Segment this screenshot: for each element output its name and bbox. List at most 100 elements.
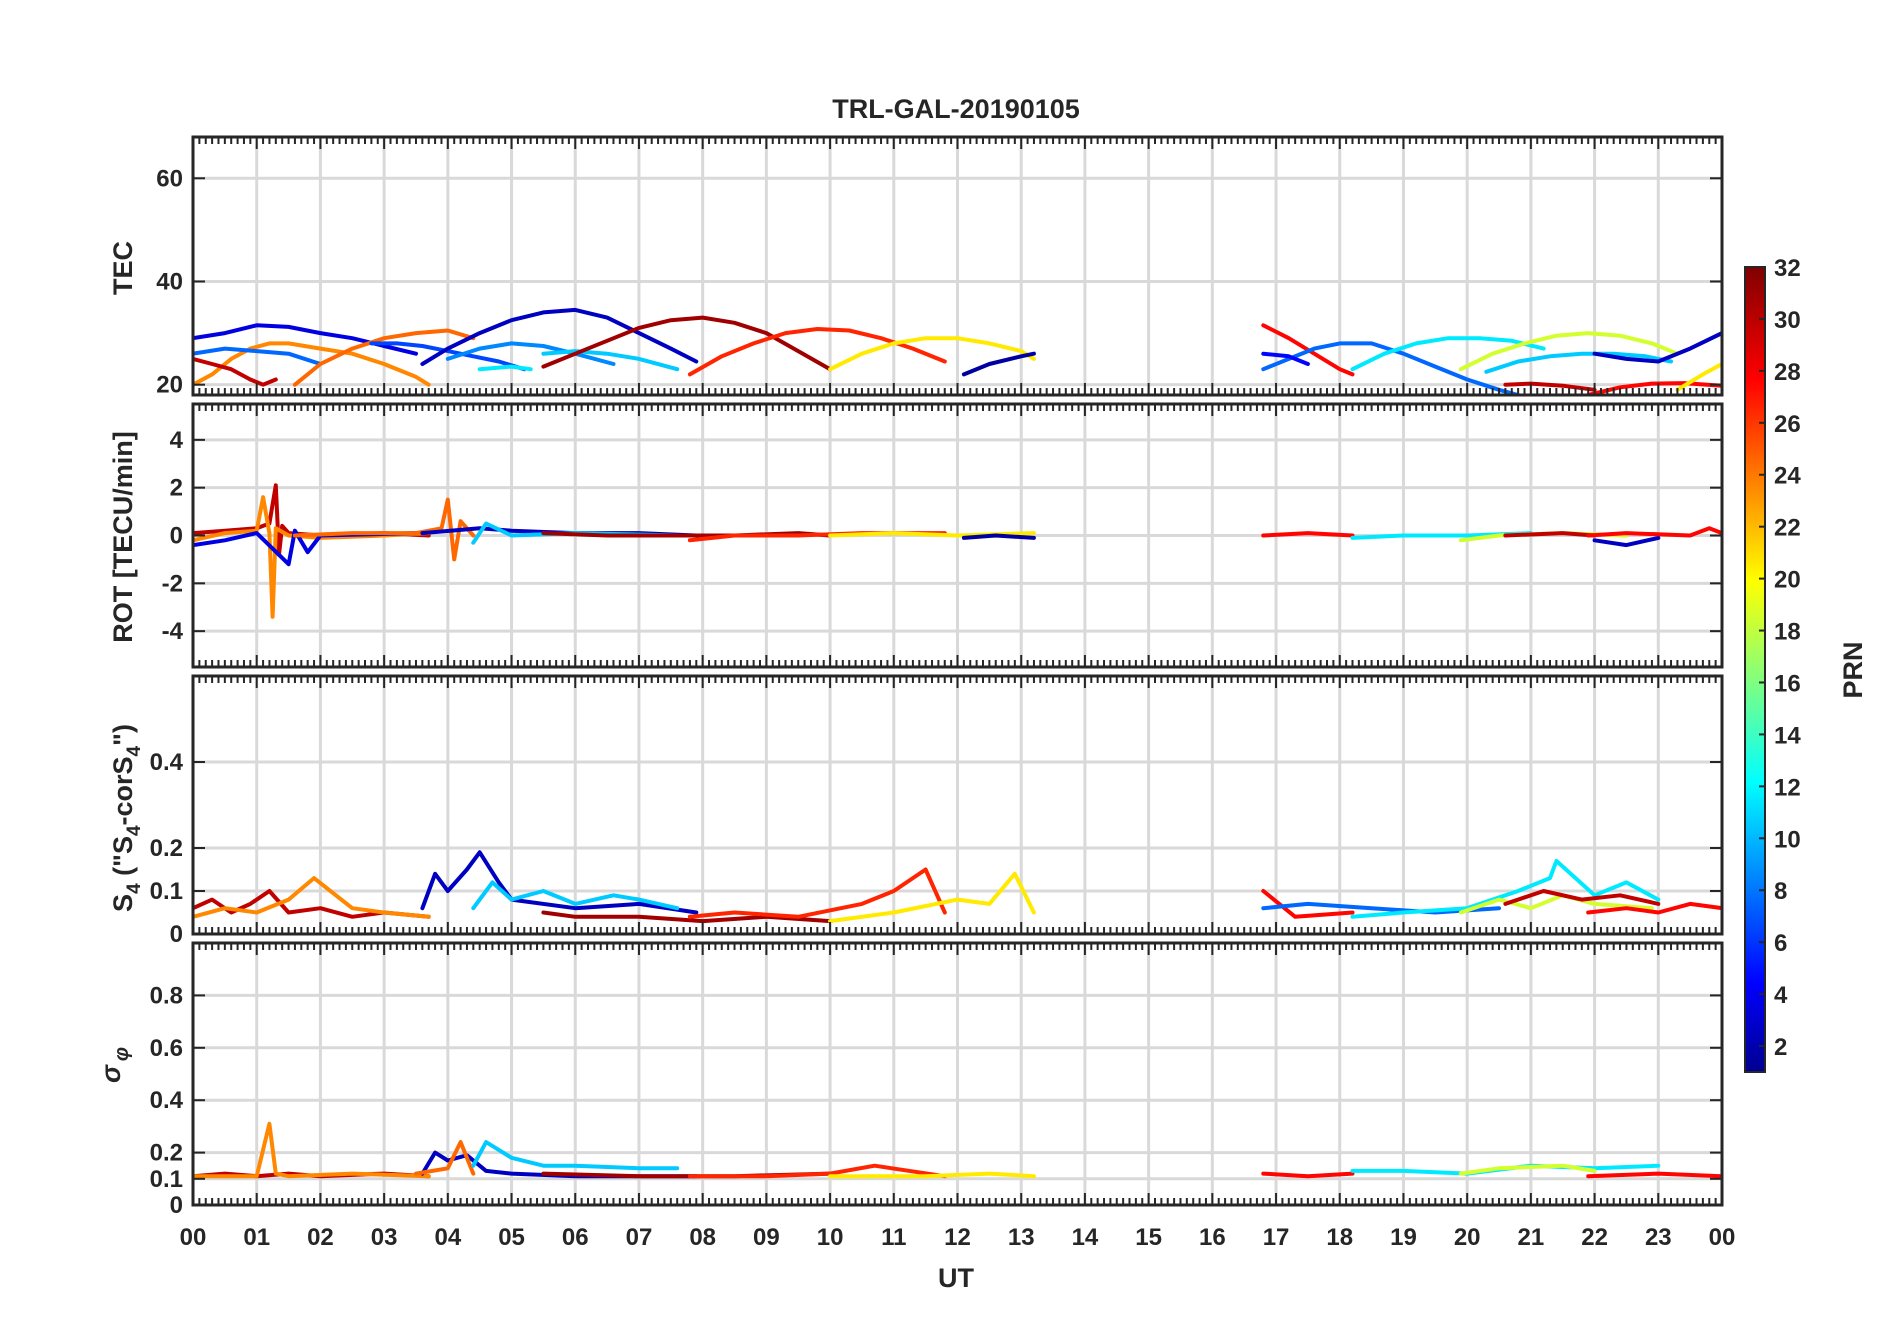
series-line-prn-4 [193,528,418,567]
y-tick-label: 0.2 [150,1140,183,1167]
colorbar-label: PRN [1838,641,1868,698]
y-tick-label: 20 [156,372,183,399]
x-tick-label: 19 [1390,1224,1417,1251]
y-tick-label: 0.2 [150,835,183,862]
x-tick-label: 05 [498,1224,525,1251]
x-tick-label: 18 [1326,1224,1353,1251]
series-line-prn-11 [471,1140,680,1171]
x-tick-label: 14 [1072,1224,1099,1251]
x-tick-label: 15 [1135,1224,1162,1251]
panels: 204060-4-202400.10.20.400.10.20.40.60.80… [150,135,1736,1251]
series-line-prn-24 [193,1121,431,1179]
series-line-prn-28 [1586,381,1722,395]
sigma-axis-label: σφ [96,1047,133,1083]
tec-axis-label: TEC [108,241,138,295]
x-tick-label: 03 [371,1224,398,1251]
series-line-prn-21 [828,1171,1036,1179]
rot-axis-label: ROT [TECU/min] [108,431,138,642]
series-group [193,1121,1722,1179]
series-line-prn-30 [1503,381,1597,392]
series-line-prn-8 [1261,901,1501,915]
series-line-prn-24 [193,876,431,919]
series-line-prn-3 [1592,331,1722,364]
colorbar-tick-label: 4 [1774,982,1788,1009]
series-line-prn-30 [1503,889,1661,906]
colorbar-tick-label: 14 [1774,722,1801,749]
x-tick-label: 00 [1709,1224,1736,1251]
series-line-prn-9 [445,341,616,366]
series-line-prn-12 [1350,858,1661,919]
x-tick-label: 16 [1199,1224,1226,1251]
panel-sigma_phi: 00.10.2 0.4 0.6 0.8 [150,941,1724,1219]
x-tick-label: 12 [944,1224,971,1251]
series-line-prn-21 [1675,362,1722,392]
x-tick-label: 10 [817,1224,844,1251]
x-tick-label: 22 [1581,1224,1608,1251]
series-line-prn-24 [193,495,431,619]
colorbar-tick-label: 20 [1774,567,1801,594]
x-tick-label: 09 [753,1224,780,1251]
x-tick-label: 20 [1454,1224,1481,1251]
colorbar-tick-label: 18 [1774,619,1801,646]
series-line-prn-2 [961,351,1036,377]
y-tick-label: 0.1 [150,878,183,905]
series-line-prn-19 [1458,1163,1597,1176]
series-group [193,850,1722,924]
s4-label-close: ") [108,724,138,746]
s4-label-sub2: 4 [124,825,145,836]
series-line-prn-12 [1350,336,1546,372]
series-line-prn-5 [1261,351,1310,366]
panel-rot: -4 -2 0 2 4 [162,402,1724,669]
y-tick-label: 4 [170,427,184,454]
series-line-prn-25 [414,1140,476,1176]
y-tick-label: -2 [162,570,183,597]
series-line-prn-27 [687,867,947,919]
x-tick-label: 07 [626,1224,653,1251]
s4-label-open: ("S [108,836,138,883]
series-line-prn-3 [420,850,699,915]
series-line-prn-28 [1586,1171,1722,1179]
x-tick-label: 08 [689,1224,716,1251]
series-line-prn-11 [1484,351,1673,374]
series-line-prn-28 [1586,526,1722,538]
y-tick-label: -4 [162,618,184,645]
x-tick-label: 11 [881,1224,906,1251]
series-line-prn-28 [1261,323,1355,377]
colorbar-tick-label: 2 [1774,1034,1787,1061]
series-line-prn-28 [1261,889,1355,919]
y-tick-label: 0.8 [150,982,183,1009]
y-tick-label: 2 [170,475,183,502]
y-tick-label: 0 [170,921,183,948]
x-tick-label: 01 [243,1224,270,1251]
series-line-prn-11 [471,880,680,911]
colorbar-tick-label: 10 [1774,826,1801,853]
y-tick-label: 0.1 [150,1166,183,1193]
series-line-prn-27 [687,1163,947,1179]
series-line-prn-12 [477,364,533,372]
colorbar-tick-label: 32 [1774,255,1801,282]
series-line-prn-28 [1261,531,1355,538]
colorbar-tick-label: 6 [1774,930,1787,957]
x-tick-label: 17 [1263,1224,1290,1251]
y-tick-label: 0 [170,1192,183,1219]
series-line-prn-19 [1458,331,1680,372]
series-line-prn-31 [541,910,833,924]
colorbar-tick-label: 12 [1774,774,1801,801]
series-line-prn-24 [193,341,431,387]
series-group [193,483,1722,619]
s4-axis-label: S4 ("S4-corS4") [108,724,145,912]
series-line-prn-27 [687,327,947,377]
series-line-prn-21 [828,336,1036,372]
series-group [193,307,1722,395]
y-tick-label: 0.6 [150,1035,183,1062]
series-line-prn-30 [193,356,278,387]
series-line-prn-3 [420,307,699,366]
panel-s4: 0 0.1 0.2 0.4 [150,674,1724,948]
x-tick-label: 04 [434,1224,461,1251]
x-tick-label: 13 [1008,1224,1035,1251]
colorbar-gradient [1744,266,1766,1073]
s4-label-main: S [108,894,138,912]
series-line-prn-28 [1261,1171,1355,1179]
